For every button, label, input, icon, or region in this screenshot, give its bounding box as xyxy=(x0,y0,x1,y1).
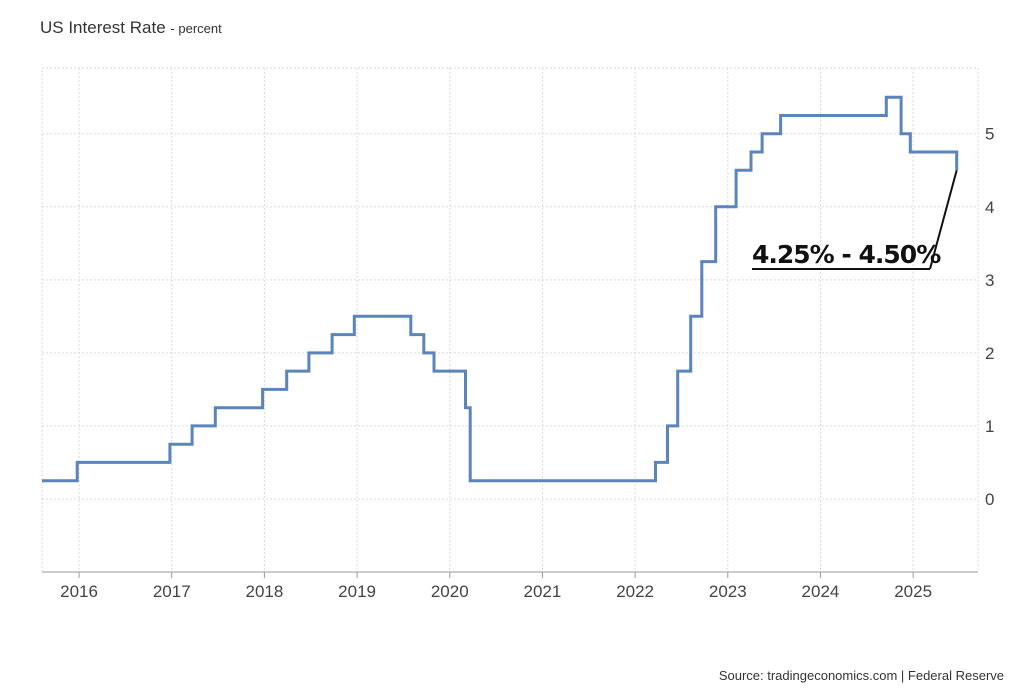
x-tick-label: 2020 xyxy=(431,582,469,601)
axes: 0 1 2 3 4 5 2016 2017 2018 2019 2020 2021 2022 2023 20… xyxy=(42,125,994,601)
y-tick-label: 5 xyxy=(985,125,994,144)
grid xyxy=(41,67,979,573)
y-tick-label: 1 xyxy=(985,417,994,436)
x-tick-label: 2024 xyxy=(802,582,840,601)
x-tick-label: 2016 xyxy=(60,582,98,601)
callout-pointer xyxy=(929,169,958,270)
x-tick-label: 2025 xyxy=(894,582,932,601)
chart-subtitle: - percent xyxy=(170,21,222,36)
x-tick-label: 2022 xyxy=(616,582,654,601)
chart-title: US Interest Rate - percent xyxy=(40,18,222,38)
series-line xyxy=(42,95,959,483)
y-tick-label: 2 xyxy=(985,344,994,363)
plot-border xyxy=(41,67,979,573)
y-tick-label: 4 xyxy=(985,198,994,217)
x-tick-label: 2019 xyxy=(338,582,376,601)
series-layer xyxy=(42,95,959,483)
callout-label: 4.25% - 4.50% xyxy=(752,240,941,269)
chart-title-main: US Interest Rate xyxy=(40,18,166,37)
x-tick-label: 2018 xyxy=(246,582,284,601)
source-note: Source: tradingeconomics.com | Federal R… xyxy=(718,668,1004,683)
callout: 4.25% - 4.50% xyxy=(752,169,958,270)
x-tick-label: 2017 xyxy=(153,582,191,601)
x-tick-label: 2023 xyxy=(709,582,747,601)
y-tick-label: 3 xyxy=(985,271,994,290)
x-tick-label: 2021 xyxy=(524,582,562,601)
y-tick-label: 0 xyxy=(985,490,994,509)
